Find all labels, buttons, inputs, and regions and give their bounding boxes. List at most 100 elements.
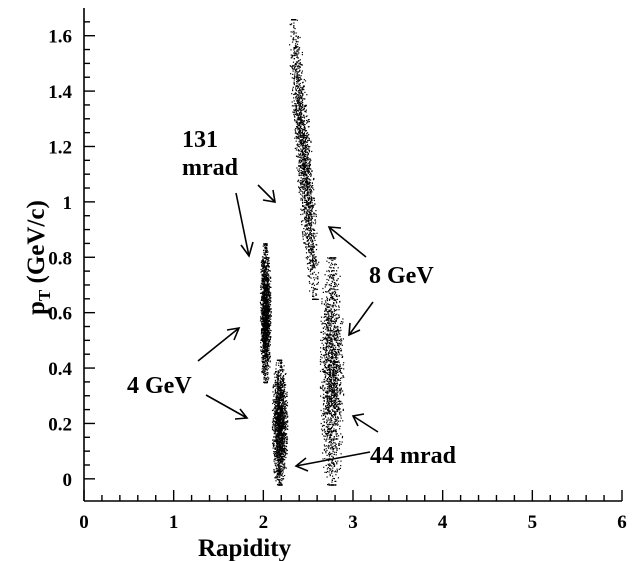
data-point [280,387,282,389]
data-point [283,378,285,380]
data-point [311,250,313,252]
data-point [297,37,299,39]
data-point [274,420,276,422]
data-point [263,346,265,348]
data-point [308,162,310,164]
data-point [281,403,283,405]
data-point [280,472,282,475]
data-point [264,253,267,255]
data-point [273,373,275,375]
data-point [308,149,311,151]
data-point [309,213,311,215]
data-point [302,133,304,135]
data-point [291,23,293,25]
data-point [281,465,283,468]
data-point [309,233,311,235]
data-point [307,256,309,258]
data-point [270,294,272,296]
data-point [302,109,304,111]
data-point [264,350,266,352]
data-point [312,222,314,224]
data-point [303,161,305,163]
data-point [301,140,303,142]
data-point [306,122,308,124]
data-point [269,314,271,316]
data-point [302,186,304,188]
data-point [290,54,292,56]
data-point [307,183,309,185]
data-point [300,221,303,223]
data-point [309,146,311,148]
data-point [266,302,268,304]
data-point [302,238,304,240]
data-point [310,251,312,253]
data-point [311,216,313,218]
data-point [298,67,300,69]
data-point [279,469,281,471]
data-point [311,259,313,261]
data-point [297,129,299,131]
data-point [311,254,313,256]
data-point [263,356,265,358]
data-point [281,410,283,412]
data-point [273,427,275,429]
data-point [296,95,298,97]
data-point [312,264,315,266]
data-point [284,475,286,477]
data-point [267,264,269,266]
data-point [305,213,307,215]
data-point [303,121,305,123]
data-point [283,365,285,367]
data-point [275,396,277,398]
data-point [341,344,343,346]
data-point [296,62,298,64]
data-point [277,453,279,455]
data-point [280,394,282,396]
data-point [268,278,270,280]
data-point [275,439,277,441]
data-point [308,179,310,181]
data-point [301,119,303,121]
data-point [262,262,264,264]
data-point [263,336,265,338]
data-point [312,257,314,259]
data-point [294,66,297,68]
data-point [273,453,276,456]
data-point [280,384,282,386]
data-point [308,281,310,283]
data-point [260,349,262,351]
data-point [267,317,269,319]
data-point [299,108,302,110]
data-point [279,454,281,456]
data-point [282,453,284,455]
data-point [266,249,268,251]
data-point [266,277,268,279]
data-point [269,341,271,343]
data-point [281,414,283,416]
data-point [273,471,275,473]
data-point [276,457,278,459]
data-point [292,61,295,63]
data-point [280,454,282,456]
data-point [310,238,312,240]
data-point [264,257,266,259]
data-point [286,405,289,407]
data-point [267,330,269,333]
data-point [308,216,310,218]
y-tick-label: 0 [63,470,73,491]
data-point [283,410,285,412]
data-point [291,57,293,59]
data-point [280,377,282,379]
data-point [295,61,298,63]
data-point [303,116,305,118]
data-point [304,110,306,112]
data-point [300,97,303,99]
data-point [273,420,275,422]
data-point [305,188,307,190]
data-point [274,440,276,442]
data-point [277,374,279,377]
data-point [294,113,296,115]
data-point [268,288,270,290]
data-point [298,122,300,124]
data-point [317,298,319,300]
